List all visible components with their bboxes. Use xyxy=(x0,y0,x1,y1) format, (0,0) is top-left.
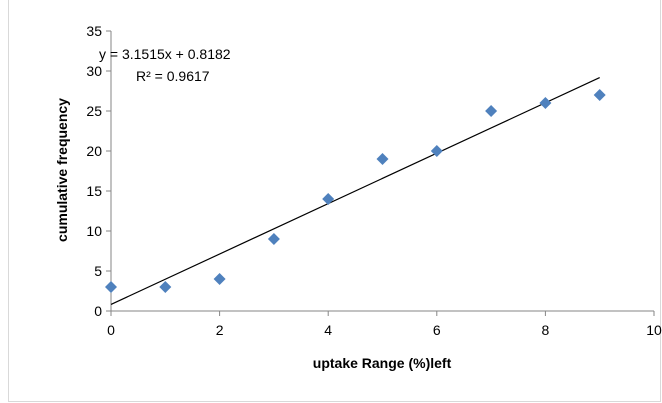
data-point xyxy=(430,145,443,157)
tick-labels: 0 5 10 15 20 25 30 35 0 2 4 6 8 10 xyxy=(86,23,662,338)
data-point xyxy=(322,193,335,205)
x-tick-label: 4 xyxy=(324,322,332,338)
y-tick-label: 30 xyxy=(86,63,102,79)
x-tick-label: 6 xyxy=(433,322,441,338)
y-tick-label: 15 xyxy=(86,183,102,199)
data-point xyxy=(485,105,498,117)
x-tick-label: 0 xyxy=(107,322,115,338)
data-point xyxy=(213,273,226,285)
chart-frame xyxy=(8,0,661,402)
data-point xyxy=(267,233,280,245)
r-squared-label: R² = 0.9617 xyxy=(136,68,210,84)
y-tick-label: 35 xyxy=(86,23,102,39)
y-tick-label: 0 xyxy=(94,303,102,319)
x-tick-label: 8 xyxy=(542,322,550,338)
data-point xyxy=(593,89,606,101)
data-point xyxy=(105,281,117,293)
data-point xyxy=(159,281,172,293)
x-axis-title: uptake Range (%)left xyxy=(313,355,452,371)
data-point xyxy=(539,97,552,109)
x-tick-label: 10 xyxy=(646,322,662,338)
axes xyxy=(106,30,655,316)
trendline-equation: y = 3.1515x + 0.8182 xyxy=(99,46,231,62)
data-point xyxy=(376,153,389,165)
y-tick-label: 20 xyxy=(86,143,102,159)
y-axis-title: cumulative frequency xyxy=(54,98,70,242)
y-tick-label: 5 xyxy=(94,263,102,279)
x-tick-label: 2 xyxy=(216,322,224,338)
data-points xyxy=(105,89,606,293)
trendline-group xyxy=(110,77,600,305)
trendline xyxy=(110,77,600,305)
y-tick-label: 10 xyxy=(86,223,102,239)
y-tick-label: 25 xyxy=(86,103,102,119)
